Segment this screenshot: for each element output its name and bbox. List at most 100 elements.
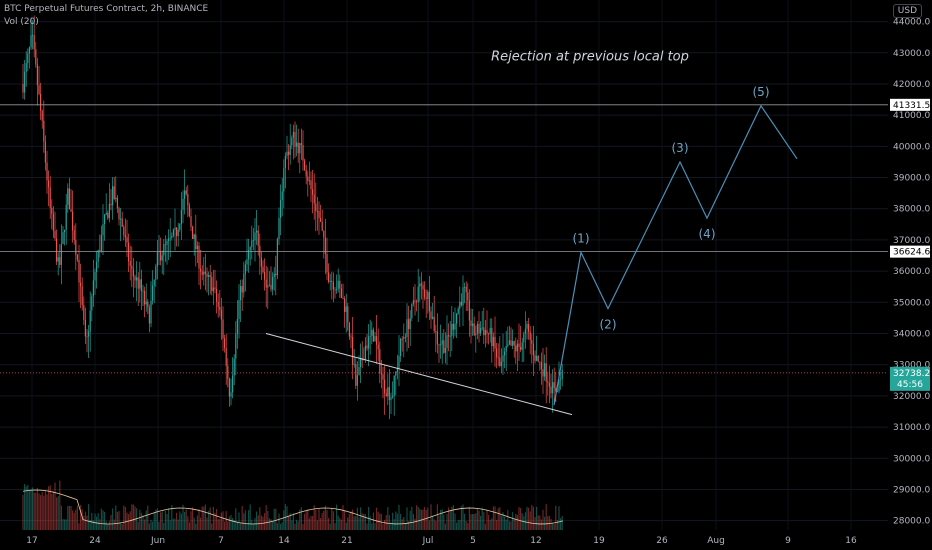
candle-body: [41, 110, 43, 121]
wave-label: (5): [753, 85, 770, 99]
candle-body: [140, 279, 142, 291]
x-tick-label: 19: [593, 536, 605, 546]
volume-bar: [444, 523, 446, 530]
volume-bar: [291, 520, 293, 530]
volume-bar: [451, 506, 453, 530]
annotation-text[interactable]: Rejection at previous local top: [491, 50, 689, 65]
volume-ma-line: [22, 489, 564, 525]
volume-bar: [366, 523, 368, 530]
candle-body: [448, 335, 450, 337]
volume-bar: [465, 520, 467, 530]
volume-bar: [531, 504, 533, 530]
candle-body: [243, 273, 245, 293]
volume-bar: [268, 518, 270, 530]
volume-bar: [369, 516, 371, 530]
y-tick-label: 36000.0: [893, 267, 930, 277]
volume-bar: [428, 520, 430, 530]
candle-body: [145, 301, 147, 305]
bar-countdown-label: 45:56: [897, 380, 923, 390]
candle-body: [232, 375, 234, 393]
volume-bar: [276, 523, 278, 530]
candle-body: [318, 211, 320, 219]
candle-body: [272, 277, 274, 290]
candle-body: [307, 176, 309, 182]
volume-bar: [332, 511, 334, 530]
volume-bar: [241, 506, 243, 530]
candle-body: [43, 120, 45, 142]
volume-indicator-label[interactable]: Vol (20): [4, 17, 39, 27]
candle-body: [315, 203, 317, 212]
volume-bar: [30, 488, 32, 530]
candle-body: [510, 340, 512, 346]
candle-body: [131, 265, 133, 269]
candle-body: [528, 324, 530, 332]
volume-bar: [252, 523, 254, 530]
volume-bar: [107, 523, 109, 530]
candle-body: [286, 151, 288, 156]
candle-body: [196, 245, 198, 250]
volume-bar: [244, 510, 246, 530]
x-tick-label: 14: [278, 536, 290, 546]
candle-body: [552, 382, 554, 394]
candle-body: [291, 137, 293, 146]
volume-bar: [328, 517, 330, 530]
volume-bar: [491, 518, 493, 530]
volume-bar: [308, 518, 310, 530]
volume-bar: [43, 495, 45, 530]
candle-body: [433, 316, 435, 332]
candle-body: [184, 190, 186, 199]
y-tick-label: 29000.0: [893, 485, 930, 495]
volume-bar: [272, 521, 274, 530]
currency-button[interactable]: USD: [892, 4, 922, 18]
volume-bar: [283, 510, 285, 530]
candle-body: [248, 250, 250, 260]
candle-body: [536, 356, 538, 361]
candle-body: [331, 280, 333, 283]
candle-body: [374, 336, 376, 342]
volume-bar: [118, 511, 120, 530]
candle-body: [304, 160, 306, 170]
candle-body: [537, 356, 539, 362]
volume-bar: [416, 505, 418, 530]
volume-bar: [348, 513, 350, 530]
volume-bar: [99, 519, 101, 530]
candle-body: [531, 340, 533, 344]
support-trendline[interactable]: [265, 333, 573, 416]
candle-body: [275, 273, 277, 276]
candle-body: [489, 327, 491, 335]
candle-body: [208, 275, 210, 277]
candle-body: [326, 254, 328, 273]
volume-bar: [257, 515, 259, 530]
volume-bar: [427, 507, 429, 530]
volume-bar: [187, 516, 189, 530]
candle-body: [344, 298, 346, 312]
volume-bar: [211, 523, 213, 530]
candle-body: [384, 379, 386, 394]
candle-body: [353, 364, 355, 365]
candle-body: [67, 188, 69, 205]
candle-body: [534, 355, 536, 361]
volume-bar: [304, 513, 306, 530]
candle-body: [363, 359, 365, 361]
volume-bar: [404, 523, 406, 530]
candle-body: [339, 280, 341, 289]
volume-bar: [36, 487, 38, 530]
volume-bar: [499, 507, 501, 530]
candle-body: [459, 301, 461, 309]
candle-body: [236, 319, 238, 334]
candle-body: [108, 203, 110, 219]
volume-bar: [342, 505, 344, 530]
candle-body: [529, 331, 531, 341]
candle-body: [27, 53, 29, 64]
candle-body: [92, 280, 94, 297]
candle-body: [491, 327, 493, 347]
candle-body: [107, 212, 109, 219]
x-tick-label: 5: [470, 536, 476, 546]
candle-body: [104, 214, 106, 225]
volume-bar: [104, 511, 106, 530]
volume-bar: [163, 522, 165, 530]
elliott-wave-path[interactable]: [553, 104, 798, 406]
volume-bar: [105, 521, 107, 530]
candle-body: [308, 180, 310, 182]
